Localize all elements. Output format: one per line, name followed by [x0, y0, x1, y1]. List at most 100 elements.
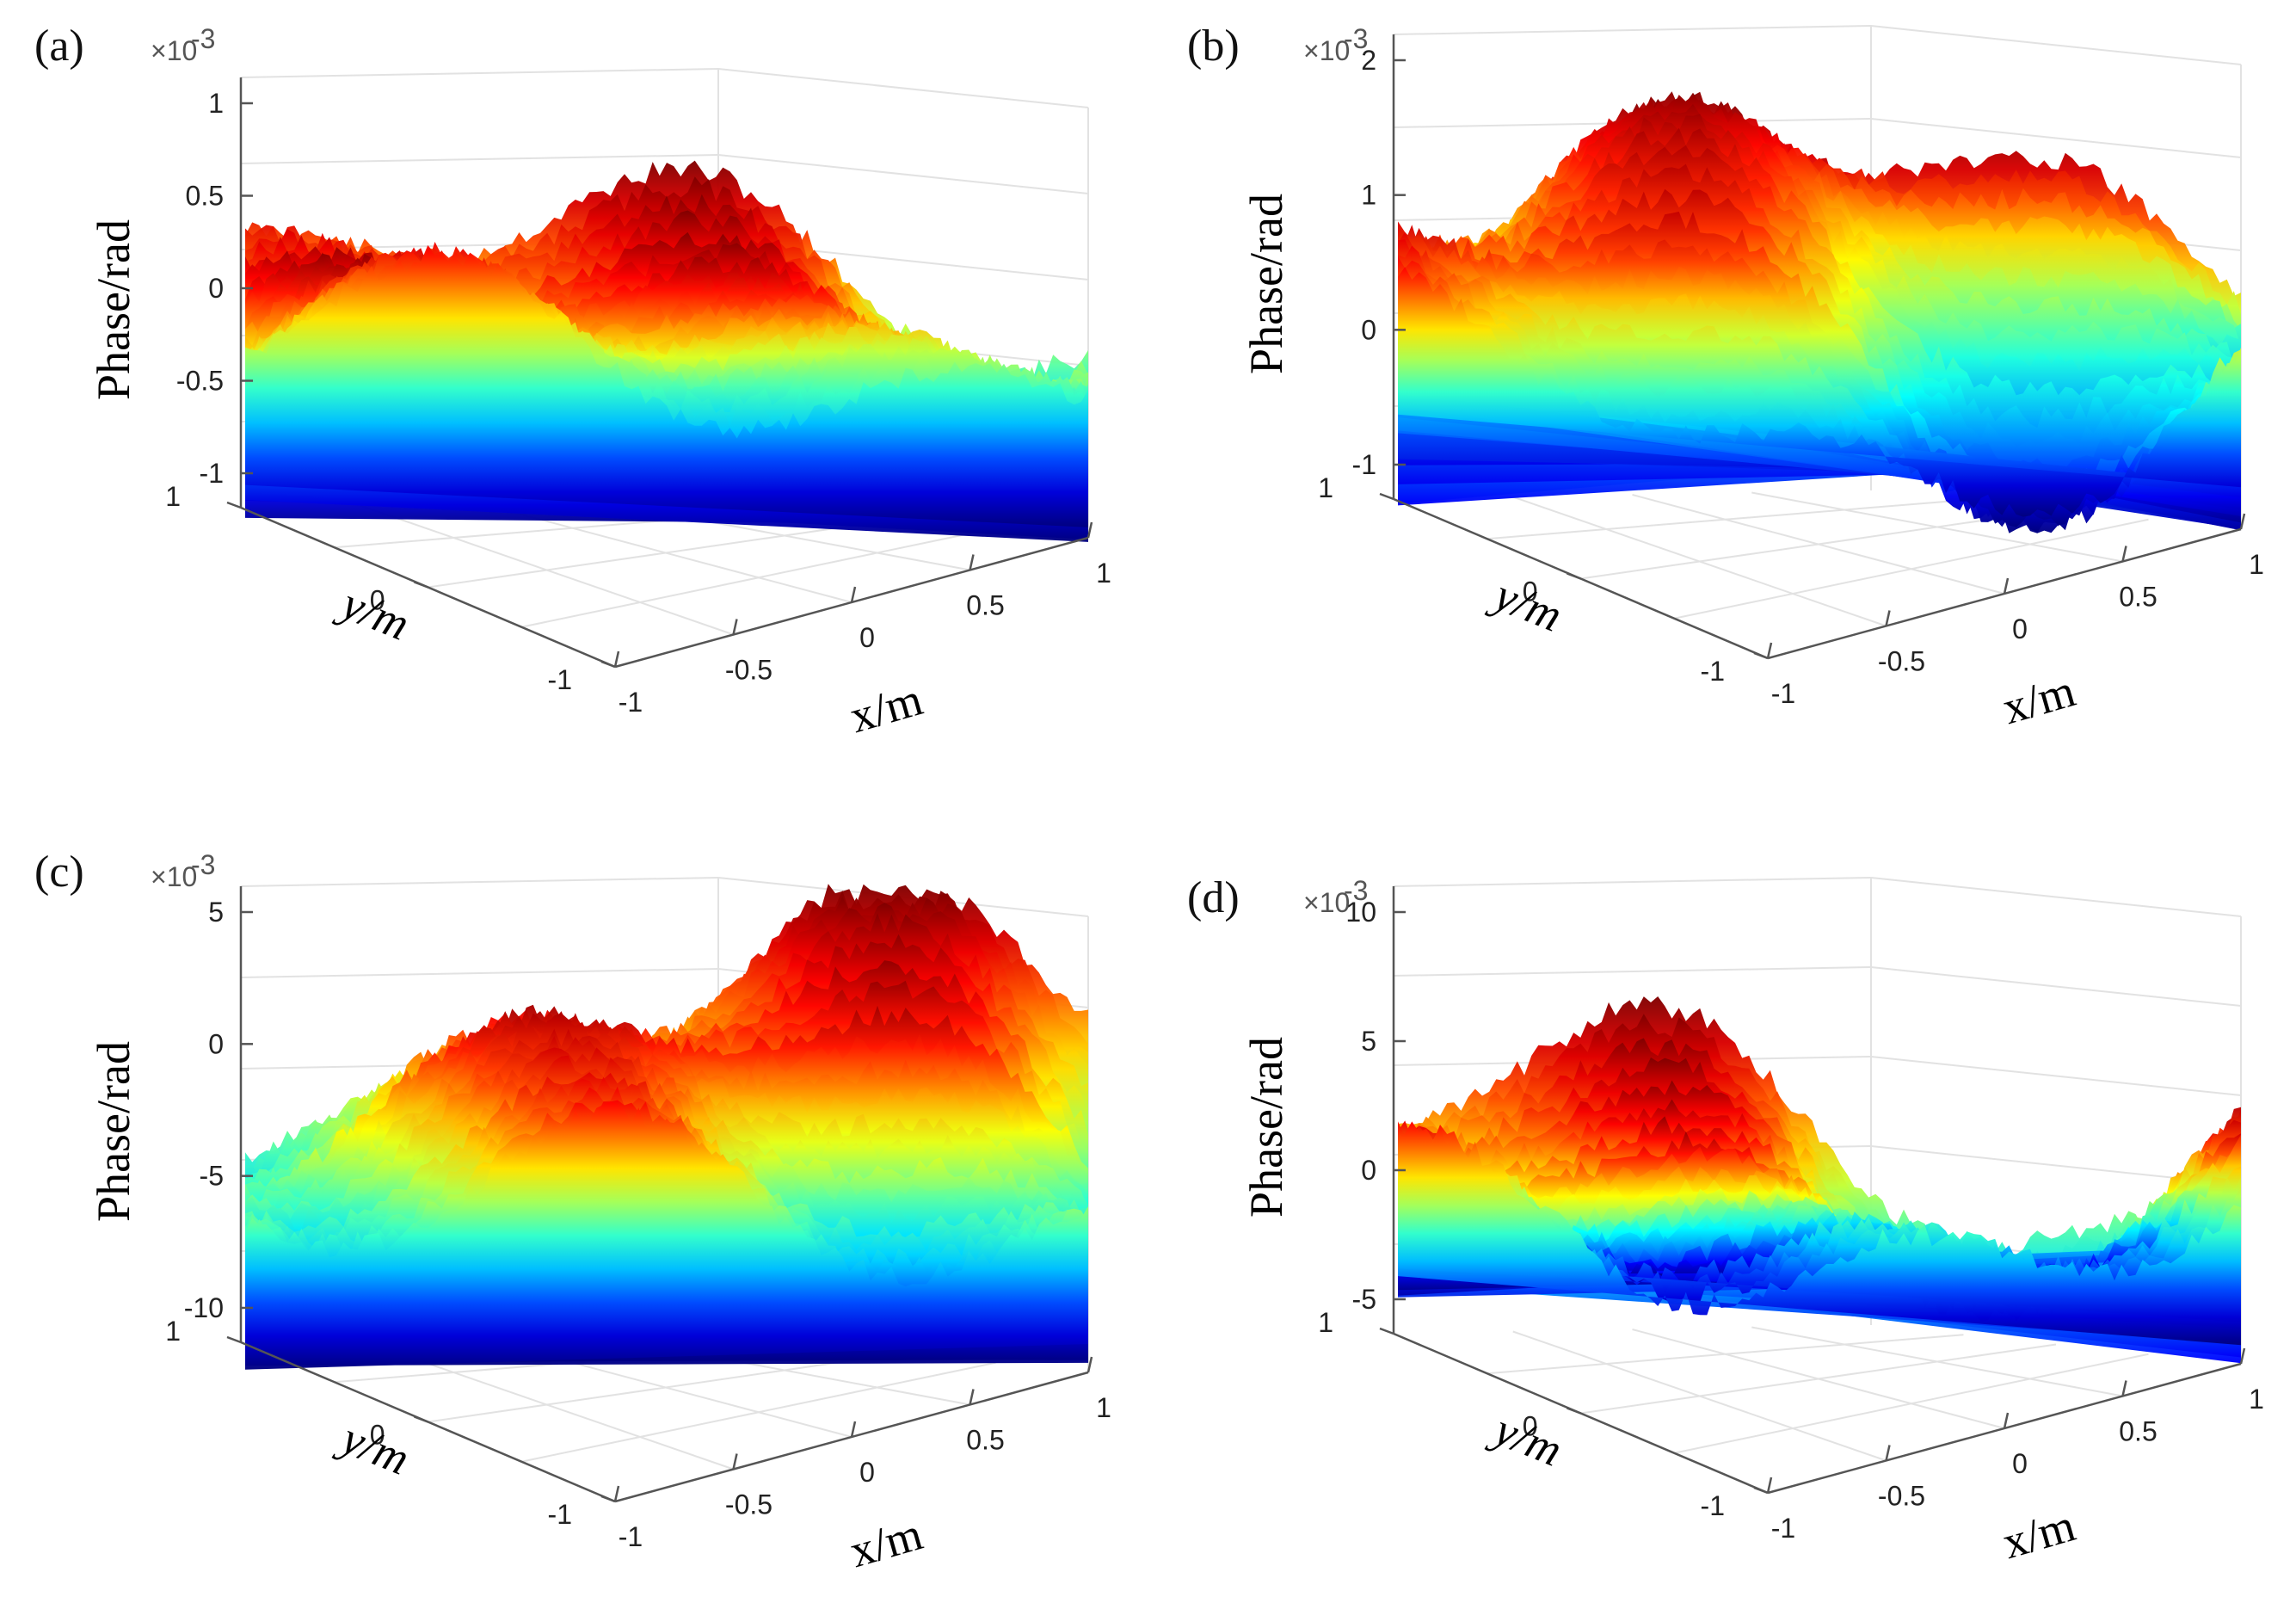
surface-ridge	[1398, 1121, 2241, 1346]
x-tick-mark	[2121, 1380, 2127, 1396]
x-tick-label: -1	[1771, 678, 1795, 709]
grid-line	[240, 68, 719, 78]
phase-surface	[1398, 996, 2241, 1364]
x-tick-label: -1	[1771, 1513, 1795, 1544]
z-tick-label: -5	[1352, 1284, 1376, 1315]
z-tick-label: 0	[208, 1028, 224, 1059]
z-tick-label: -1	[200, 458, 224, 489]
phase-surface	[245, 884, 1088, 1370]
x-tick-mark	[2003, 577, 2010, 595]
grid-line	[1632, 494, 2005, 595]
x-tick-mark	[1885, 1445, 1891, 1461]
surface-panel: (a) ×10-3 1 0.5 0 -0.5 -1 Phase/rad 1 0 -1 y/m -1 -0.…	[34, 22, 1111, 743]
x-tick-label: 1	[1096, 1392, 1111, 1423]
surface-panel: (c) ×10-3 5 0 -5 -10 Phase/rad 1 0 -1 y/m -1 -0.5 0 0.…	[34, 848, 1111, 1577]
z-tick-label: 5	[1361, 1026, 1376, 1057]
y-tick-mark	[226, 501, 242, 509]
y-tick-mark	[600, 660, 616, 669]
x-tick-mark	[969, 1389, 975, 1405]
x-tick-mark	[732, 619, 738, 635]
panel-label: (a)	[34, 22, 84, 71]
surface-ridge	[1398, 256, 2241, 527]
x-tick-mark	[1766, 642, 1773, 659]
z-axis-title: Phase/rad	[88, 1041, 139, 1222]
x-tick-label: 0.5	[2119, 582, 2157, 613]
x-tick-mark	[2003, 1412, 2010, 1429]
y-tick-label: 1	[1318, 1307, 1333, 1338]
z-tick-label: -0.5	[176, 366, 224, 397]
x-tick-label: 0	[859, 622, 875, 653]
grid-line	[1674, 1353, 2149, 1454]
x-tick-mark	[2239, 513, 2246, 530]
x-tick-label: -1	[619, 1521, 643, 1552]
x-tick-mark	[1086, 521, 1093, 539]
x-axis-title: x/m	[844, 1507, 927, 1577]
x-tick-label: 0.5	[966, 1425, 1004, 1456]
y-tick-label: 1	[1318, 472, 1333, 503]
exponent-power: -3	[1344, 875, 1368, 906]
grid-line	[717, 68, 1089, 108]
z-tick-label: 0.5	[186, 181, 224, 212]
z-axis-title: Phase/rad	[1240, 194, 1292, 374]
y-tick-mark	[414, 1415, 428, 1423]
z-tick-label: 0	[208, 273, 224, 304]
x-tick-mark	[613, 1485, 620, 1502]
x-tick-mark	[1885, 610, 1891, 626]
y-axis-title: y/m	[1484, 1402, 1569, 1477]
y-axis-title: y/m	[331, 576, 416, 650]
x-axis-title: x/m	[1997, 664, 2080, 734]
panel-label: (b)	[1187, 22, 1240, 71]
y-tick-label: -1	[548, 1499, 572, 1530]
grid-line	[240, 968, 719, 978]
exponent-label: ×10	[151, 861, 197, 892]
exponent-power: -3	[191, 849, 215, 880]
x-tick-label: 0.5	[2119, 1416, 2157, 1447]
y-tick-label: 0	[370, 585, 385, 616]
x-tick-mark	[613, 650, 620, 668]
x-axis-title: x/m	[844, 673, 927, 743]
surface-ridge	[1398, 231, 2241, 533]
grid-line	[1870, 877, 2242, 917]
y-tick-mark	[1753, 651, 1769, 660]
y-tick-label: -1	[1701, 1490, 1725, 1521]
phase-surface	[245, 160, 1088, 542]
y-tick-mark	[1379, 492, 1394, 501]
exponent-power: -3	[191, 23, 215, 54]
y-tick-label: 0	[1523, 576, 1538, 607]
grid-line	[1870, 118, 2242, 158]
x-tick-label: 1	[2249, 1384, 2264, 1415]
x-tick-label: -1	[619, 687, 643, 718]
y-tick-mark	[414, 581, 428, 589]
grid-line	[1870, 1056, 2242, 1096]
panel-label: (d)	[1187, 873, 1240, 922]
x-tick-label: 1	[2249, 549, 2264, 580]
surface-ridge	[245, 249, 1088, 527]
y-tick-label: -1	[1701, 656, 1725, 687]
y-tick-mark	[600, 1495, 616, 1503]
grid-line	[1870, 25, 2242, 65]
grid-line	[1632, 1329, 2005, 1429]
z-tick-label: 2	[1361, 45, 1376, 76]
x-tick-label: 0	[2012, 613, 2028, 644]
z-tick-label: -1	[1352, 449, 1376, 480]
grid-line	[1393, 25, 1872, 35]
z-tick-label: -5	[200, 1161, 224, 1192]
y-tick-label: -1	[548, 664, 572, 695]
x-tick-label: 0.5	[966, 590, 1004, 621]
surface-panel: (d) ×10-31050-5Phase/rad10-1y/m-1-0.500.5…	[1187, 873, 2264, 1569]
grid-line	[717, 154, 1089, 194]
x-axis-title: x/m	[1997, 1499, 2080, 1569]
x-tick-mark	[1086, 1356, 1093, 1373]
x-tick-mark	[2121, 546, 2127, 562]
y-tick-mark	[1567, 572, 1581, 580]
x-tick-label: -0.5	[725, 1489, 773, 1520]
y-axis-title: y/m	[1484, 567, 1569, 642]
phase-surface	[1398, 91, 2241, 533]
x-tick-mark	[850, 1421, 857, 1438]
exponent-label: ×10	[1303, 35, 1350, 66]
grid-line	[1674, 518, 2149, 620]
grid-line	[521, 1361, 996, 1463]
grid-line	[1393, 966, 1872, 977]
x-tick-mark	[2239, 1347, 2246, 1365]
